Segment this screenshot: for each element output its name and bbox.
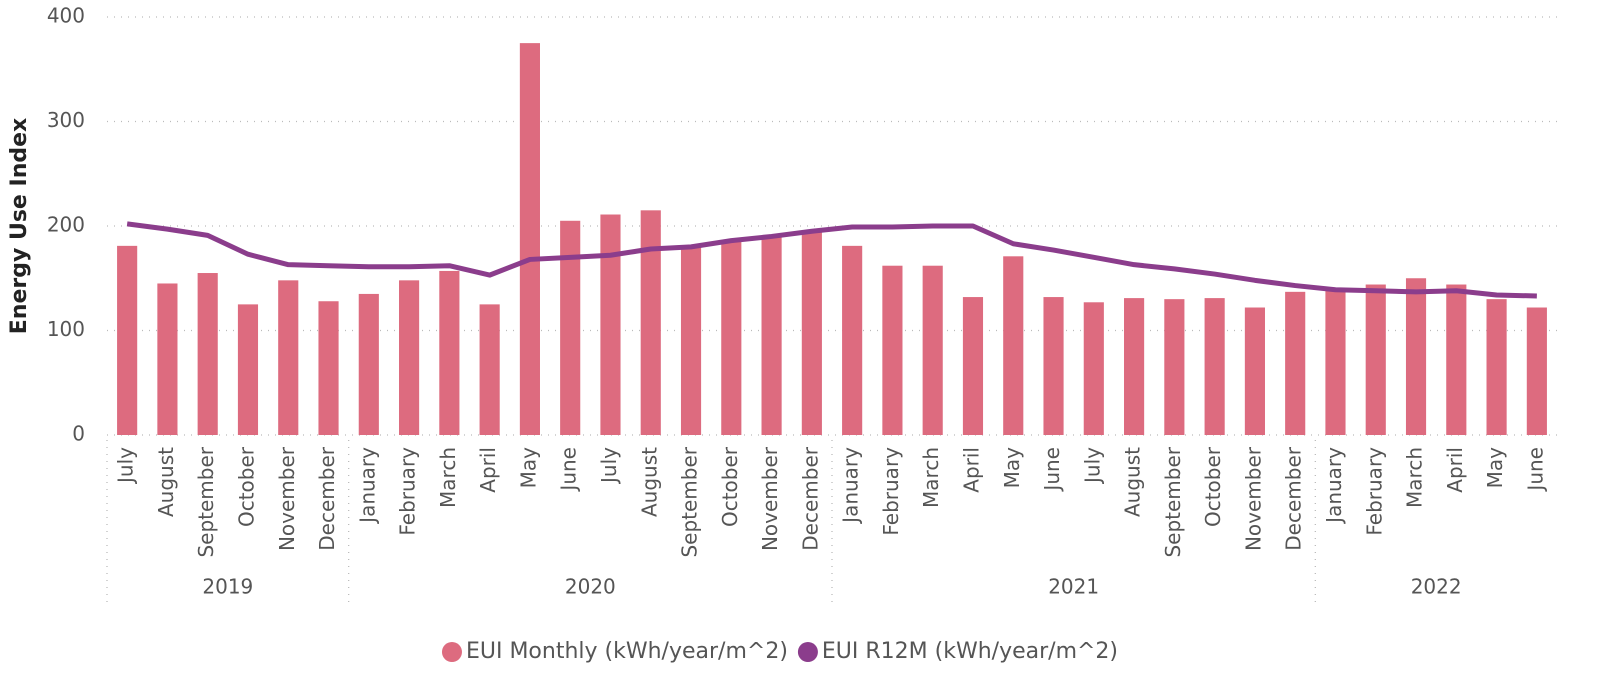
legend-marker	[797, 642, 818, 662]
bar	[1325, 290, 1346, 435]
bar	[237, 304, 259, 435]
bar	[1204, 298, 1225, 435]
bar	[922, 265, 943, 435]
bar	[1124, 298, 1145, 435]
bar	[399, 280, 420, 435]
bar	[761, 237, 782, 435]
x-tick-label: September	[194, 446, 218, 557]
y-axis-title: Energy Use Index	[7, 118, 32, 334]
y-tick-label: 100	[47, 317, 85, 341]
x-tick-label: August	[154, 447, 178, 517]
x-tick-label: July	[597, 447, 621, 485]
x-tick-label: May	[516, 447, 540, 489]
bar	[358, 293, 379, 435]
x-tick-label: May	[1483, 447, 1507, 489]
bar	[842, 245, 863, 435]
x-tick-label: February	[396, 447, 420, 536]
x-tick-label: June	[1523, 447, 1547, 493]
x-tick-label: May	[1000, 447, 1024, 489]
x-tick-label: March	[919, 447, 943, 508]
x-tick-label: June	[557, 447, 581, 493]
bar	[117, 245, 138, 435]
x-tick-label: March	[436, 447, 460, 508]
x-tick-label: January	[355, 447, 379, 525]
x-tick-label: December	[1282, 446, 1306, 550]
x-tick-label: October	[1201, 446, 1225, 527]
x-tick-label: October	[718, 446, 742, 527]
x-tick-label: April	[1443, 447, 1467, 493]
y-tick-label: 400	[47, 4, 85, 28]
group-label: 2021	[1048, 575, 1099, 599]
x-tick-label: October	[234, 446, 258, 527]
x-tick-label: January	[839, 447, 863, 525]
x-tick-label: February	[1362, 447, 1386, 536]
bar	[519, 43, 540, 435]
x-tick-label: January	[1322, 447, 1346, 525]
x-tick-label: April	[959, 447, 983, 493]
group-label: 2022	[1411, 575, 1462, 599]
bar	[1365, 284, 1386, 435]
bar	[318, 301, 339, 435]
x-tick-label: November	[1241, 446, 1265, 551]
bar	[1486, 299, 1507, 435]
x-tick-label: February	[879, 447, 903, 536]
bar	[600, 214, 621, 435]
x-tick-label: November	[758, 446, 782, 551]
group-label: 2019	[202, 575, 253, 599]
group-label: 2020	[565, 575, 616, 599]
bar	[197, 273, 218, 435]
legend-label: EUI R12M (kWh/year/m^2)	[822, 639, 1118, 664]
bar	[560, 220, 581, 435]
x-tick-label: December	[315, 446, 339, 550]
bar	[882, 265, 903, 435]
bar	[721, 240, 742, 435]
bar	[640, 210, 661, 435]
x-tick-label: July	[1080, 447, 1104, 485]
bar	[278, 280, 299, 435]
x-tick-label: November	[275, 446, 299, 551]
x-tick-label: August	[1121, 447, 1145, 517]
bar	[157, 283, 178, 435]
bar	[680, 246, 702, 435]
bar	[1164, 299, 1185, 435]
y-tick-label: 200	[47, 213, 85, 237]
x-tick-label: June	[1040, 447, 1064, 493]
legend-marker	[441, 642, 462, 662]
bar	[962, 297, 984, 435]
bar	[1043, 297, 1064, 435]
x-tick-label: July	[114, 447, 138, 485]
bar	[1526, 307, 1547, 435]
x-tick-label: March	[1403, 447, 1427, 508]
x-tick-label: December	[798, 446, 822, 550]
y-tick-label: 300	[47, 108, 85, 132]
x-tick-label: April	[476, 447, 500, 493]
bar	[1446, 284, 1467, 435]
line	[126, 221, 1537, 299]
bar	[1285, 291, 1306, 435]
bar	[1244, 307, 1265, 435]
x-tick-label: August	[637, 447, 661, 517]
x-tick-label: September	[1161, 446, 1185, 557]
bar	[439, 270, 460, 435]
bar	[1405, 278, 1427, 435]
y-tick-label: 0	[72, 422, 85, 446]
bar	[1083, 302, 1104, 435]
x-tick-label: September	[678, 446, 702, 557]
bar	[479, 304, 500, 435]
legend-label: EUI Monthly (kWh/year/m^2)	[466, 639, 788, 664]
bar	[801, 230, 822, 435]
bar	[1003, 256, 1024, 435]
